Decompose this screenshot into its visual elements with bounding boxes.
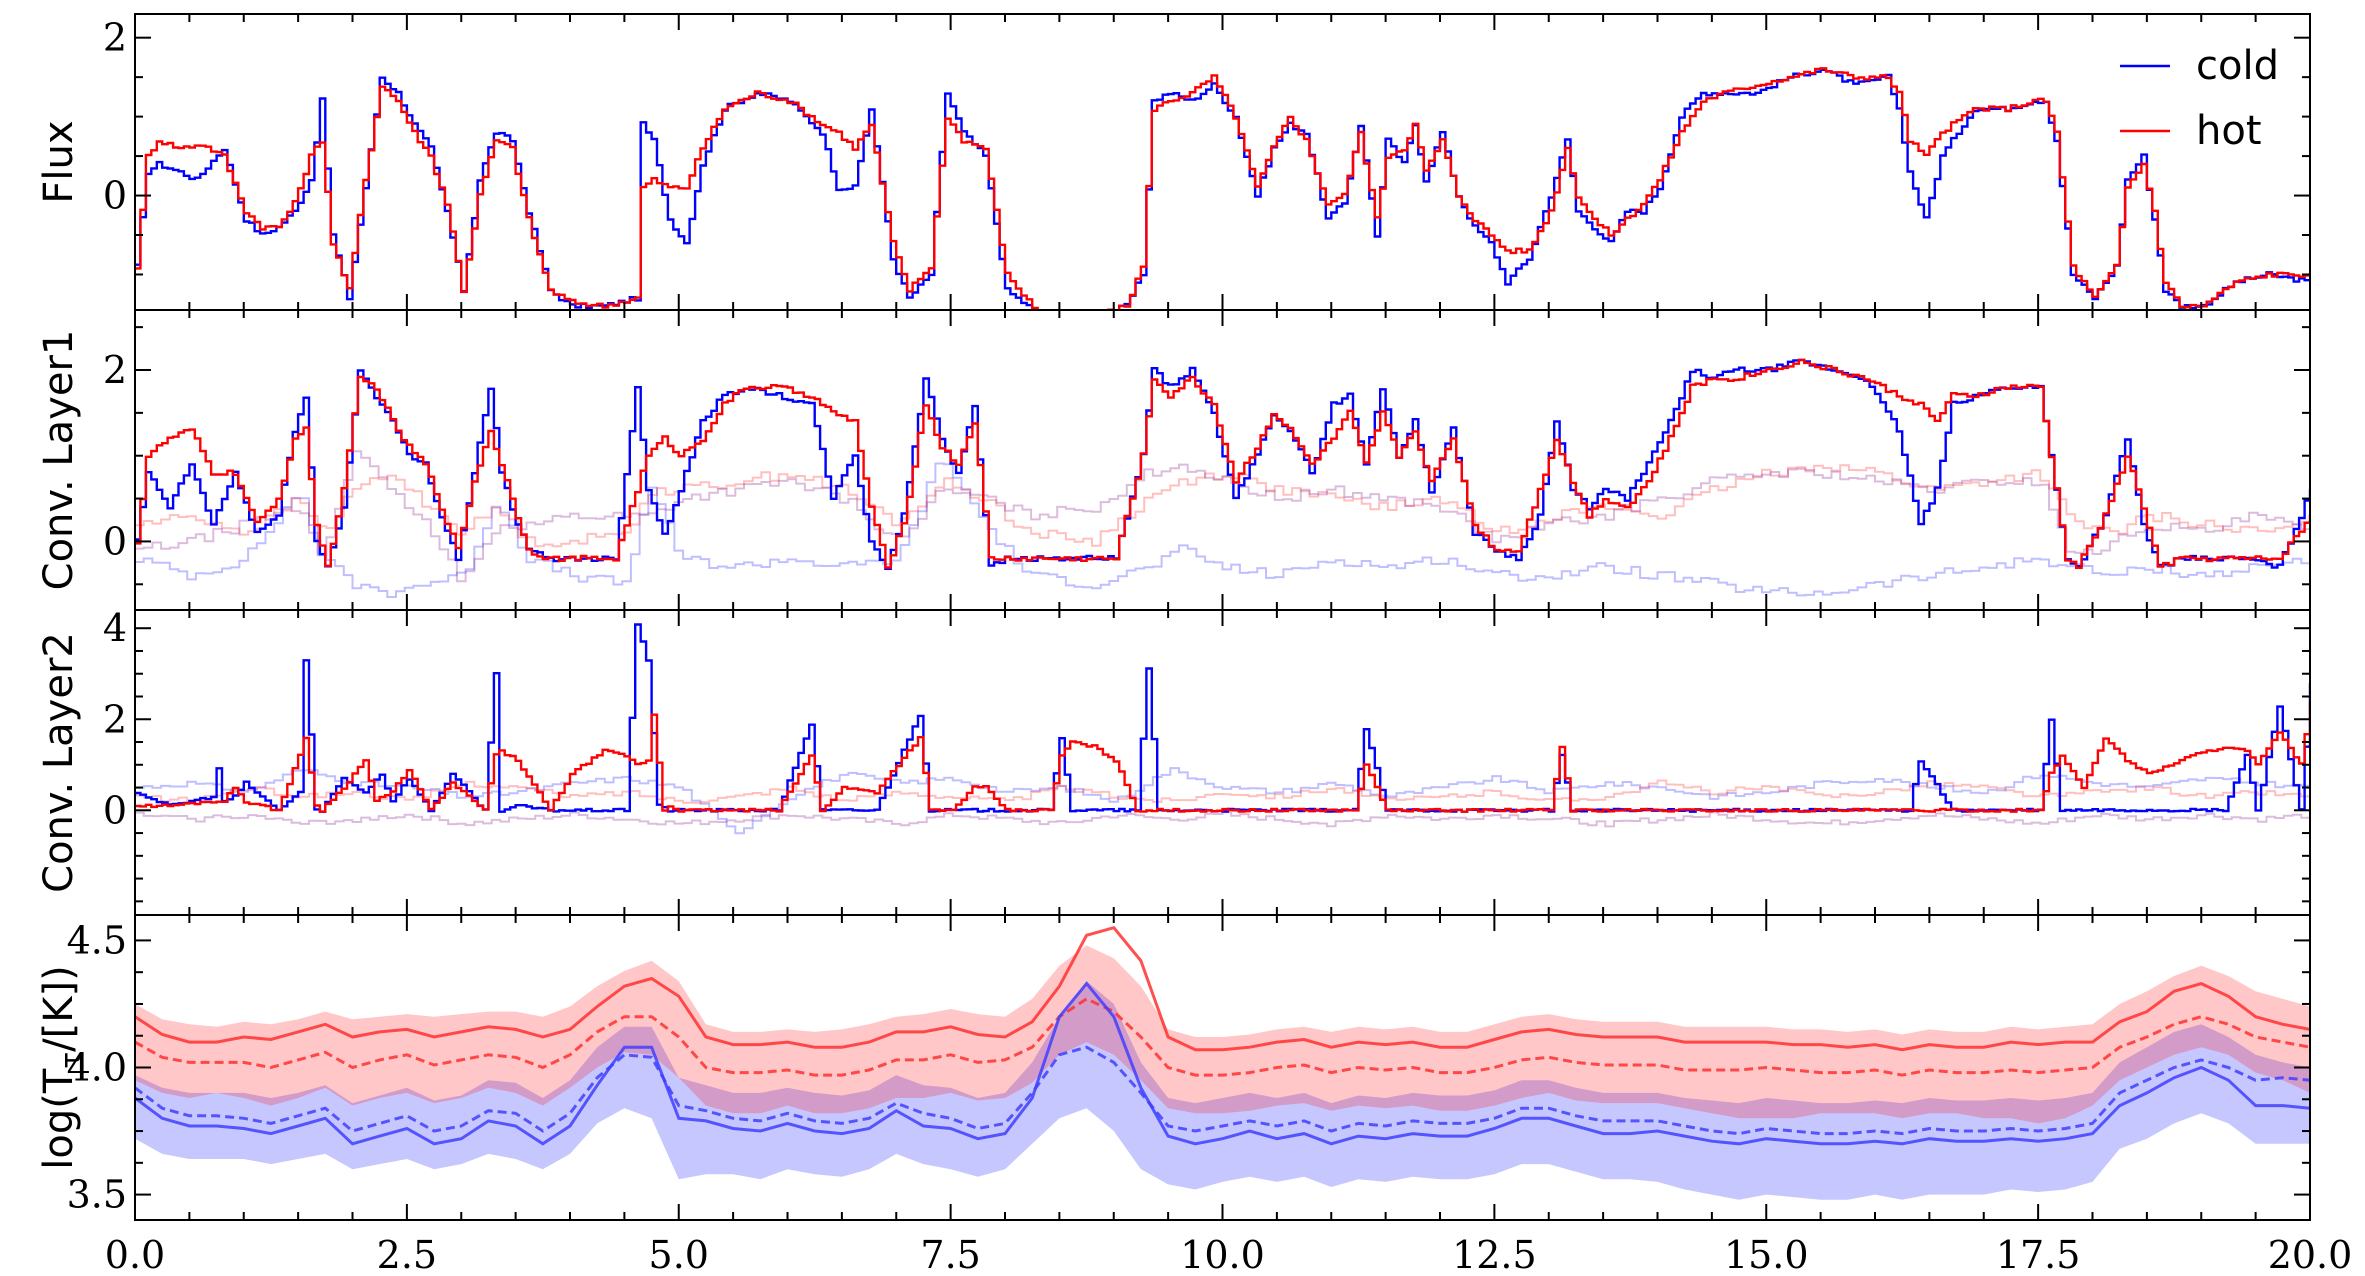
band-hot — [135, 945, 2310, 1124]
y-tick-label: 4.5 — [67, 918, 127, 962]
y-tick-label: 0 — [103, 788, 127, 832]
series-line-hot — [135, 358, 2310, 569]
series-line-hot — [135, 701, 2310, 813]
x-tick-label: 5.0 — [649, 1233, 709, 1276]
plot-area-temperature — [135, 925, 2310, 1200]
x-tick-label: 7.5 — [920, 1233, 980, 1276]
y-tick-label: 2 — [103, 16, 127, 60]
y-axis-label: Conv. Layer2 — [36, 632, 82, 893]
y-tick-label: 0 — [103, 519, 127, 563]
series-line-hot — [135, 925, 2310, 1052]
y-tick-label: 4 — [103, 606, 127, 650]
panel-flux: 0 2 Flux cold hot — [36, 13, 2311, 311]
series-line-hot-median — [135, 997, 2310, 1077]
series-line-cold-faint — [135, 462, 2310, 598]
plot-area-flux — [135, 67, 2310, 310]
series-line-cold — [135, 358, 2310, 570]
y-tick-label: 4.0 — [67, 1046, 127, 1090]
axes-frame — [134, 609, 2311, 916]
y-axis-label: Conv. Layer1 — [36, 330, 82, 591]
y-tick-label: 2 — [103, 697, 127, 741]
series-line-cold — [135, 68, 2310, 310]
series-line-purple-faint — [135, 450, 2310, 583]
y-tick-label: 2 — [103, 348, 127, 392]
series-line-hot — [135, 67, 2310, 310]
y-axis-label: Flux — [36, 120, 82, 203]
x-tick-label: 15.0 — [1724, 1233, 1809, 1276]
series-line-hot-faint — [135, 779, 2310, 804]
series-line-hot-faint — [135, 464, 2310, 548]
legend: cold hot — [2120, 43, 2279, 154]
x-tick-label: 17.5 — [1996, 1233, 2081, 1276]
series-line-purple-faint — [135, 811, 2310, 828]
y-tick-label: 3.5 — [67, 1173, 127, 1217]
band-cold — [135, 981, 2310, 1200]
x-tick-label: 2.5 — [377, 1233, 437, 1276]
x-tick-label: 10.0 — [1180, 1233, 1265, 1276]
series-line-cold — [135, 623, 2310, 813]
series-line-cold-median — [135, 1045, 2310, 1136]
panel-conv2: 0 2 4 Conv. Layer2 — [36, 606, 2311, 916]
series-line-cold — [135, 981, 2310, 1146]
plot-area-conv1 — [135, 358, 2310, 598]
y-axis-label: log(Tτ/[K]) — [36, 965, 87, 1169]
plot-area-conv2 — [135, 623, 2310, 835]
y-tick-label: 0 — [103, 174, 127, 218]
legend-label-cold: cold — [2196, 43, 2279, 89]
x-tick-label: 20.0 — [2268, 1233, 2353, 1276]
legend-label-hot: hot — [2196, 108, 2262, 154]
panel-conv1: 0 2 Conv. Layer1 — [36, 309, 2311, 611]
x-tick-label: 0.0 — [105, 1233, 165, 1276]
x-tick-label: 12.5 — [1452, 1233, 1537, 1276]
